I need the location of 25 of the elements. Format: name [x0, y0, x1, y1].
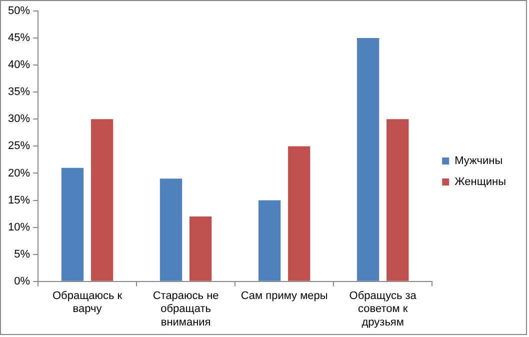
- y-tick-label: 30%: [8, 113, 30, 126]
- bar: [386, 119, 409, 281]
- y-tick-label: 0%: [14, 275, 30, 288]
- x-tick-label: Обращусь за советом к друзьям: [349, 290, 418, 328]
- legend-label: Женщины: [454, 176, 506, 188]
- x-tick-label: Стараюсь не обращать внимания: [152, 290, 219, 328]
- y-tick-label: 50%: [8, 5, 30, 18]
- legend-label: Мужчины: [454, 155, 503, 168]
- y-tick-label: 15%: [8, 194, 30, 206]
- bar: [288, 146, 310, 281]
- bar: [90, 119, 114, 281]
- x-tick-label: Сам приму меры: [240, 290, 328, 302]
- y-tick-label: 20%: [8, 167, 30, 180]
- y-tick-label: 5%: [14, 248, 30, 260]
- bar: [356, 38, 380, 281]
- y-tick-label: 10%: [8, 221, 30, 234]
- bar: [61, 168, 84, 281]
- y-tick-label: 40%: [8, 59, 30, 72]
- y-tick-label: 35%: [8, 86, 30, 98]
- bar: [160, 178, 182, 281]
- x-tick-label: Обращаюсь к варчу: [52, 290, 122, 316]
- y-tick-label: 45%: [8, 32, 30, 44]
- y-tick-label: 25%: [8, 140, 30, 152]
- bar: [189, 216, 212, 281]
- bar: [258, 200, 281, 281]
